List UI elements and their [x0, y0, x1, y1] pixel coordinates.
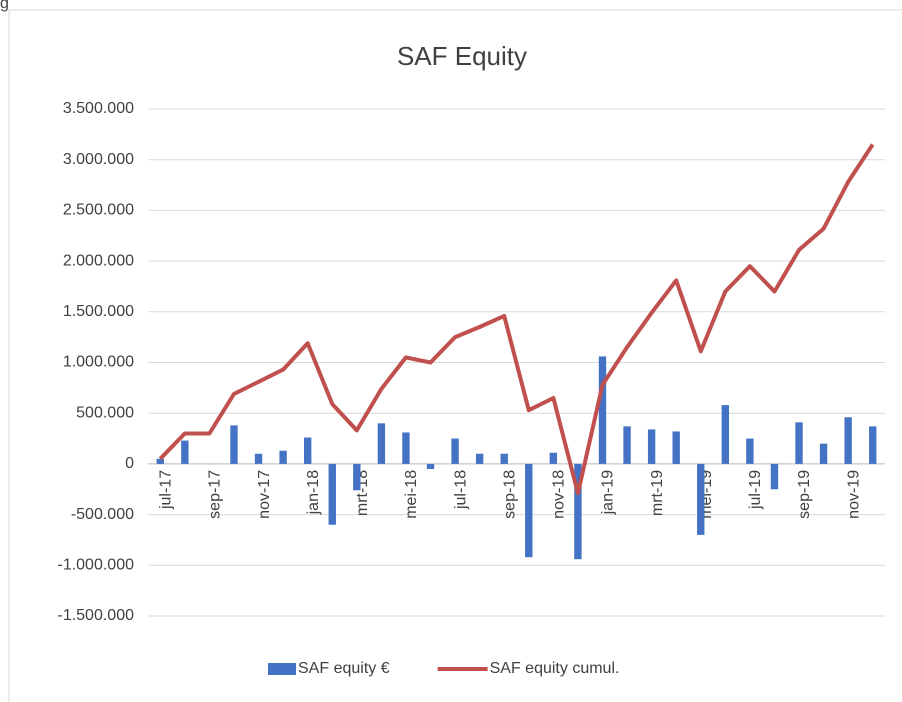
bar	[819, 443, 828, 464]
y-tick-label: 2.500.000	[63, 202, 134, 219]
chart-title: SAF Equity	[397, 41, 527, 71]
bar	[574, 463, 582, 560]
bar	[230, 425, 238, 464]
bar	[353, 463, 361, 491]
x-tick-label: jan-18	[305, 470, 322, 516]
bar	[426, 463, 435, 469]
y-tick-label: 1.500.000	[63, 303, 134, 320]
y-tick-label: 0	[125, 455, 134, 472]
bar	[770, 463, 779, 490]
cut-off-text: g	[0, 0, 9, 12]
x-tick-label: sep-18	[501, 470, 518, 519]
line	[158, 143, 875, 496]
bar	[303, 437, 312, 464]
bar	[328, 463, 336, 525]
x-tick-label: sep-17	[207, 470, 224, 519]
bar	[377, 423, 386, 464]
bar	[672, 431, 680, 464]
x-tick-label: jul-18	[452, 470, 469, 510]
x-tick-label: nov-18	[551, 470, 568, 519]
x-tick-label: sep-19	[796, 470, 813, 519]
bar	[549, 452, 558, 464]
y-tick-label: 500.000	[76, 404, 134, 421]
bar	[475, 453, 484, 464]
bar	[746, 438, 754, 464]
bar	[451, 438, 459, 464]
x-tick-label: nov-17	[256, 470, 273, 519]
bar	[721, 405, 730, 464]
x-tick-label: jul-17	[158, 470, 175, 510]
bar	[279, 450, 287, 464]
bar	[623, 426, 631, 464]
bar	[500, 453, 508, 464]
legend-label: SAF equity cumul.	[490, 660, 620, 677]
bar	[697, 463, 705, 535]
x-tick-label: jan-19	[600, 470, 617, 516]
bar	[525, 463, 533, 558]
y-tick-label: 2.000.000	[63, 252, 134, 269]
y-tick-label: -1.000.000	[57, 557, 134, 574]
bar	[156, 458, 164, 464]
x-tick-label: mrt-19	[649, 470, 666, 516]
y-tick-label: -1.500.000	[57, 607, 134, 624]
y-tick-label: 3.500.000	[63, 100, 134, 117]
legend-label: SAF equity €	[298, 660, 390, 677]
bar	[844, 417, 852, 464]
x-tick-label: jul-19	[747, 470, 764, 510]
bar	[254, 453, 263, 464]
legend-swatch	[268, 663, 296, 675]
bar	[869, 426, 877, 464]
bar	[598, 356, 607, 464]
bar	[181, 440, 189, 464]
x-tick-label: nov-19	[845, 470, 862, 519]
y-tick-label: -500.000	[71, 506, 134, 523]
bar	[402, 432, 410, 464]
bar	[647, 429, 656, 464]
y-tick-label: 1.000.000	[63, 354, 134, 371]
bar	[795, 422, 803, 464]
y-tick-label: 3.000.000	[63, 151, 134, 168]
x-tick-label: mei-18	[403, 470, 420, 519]
